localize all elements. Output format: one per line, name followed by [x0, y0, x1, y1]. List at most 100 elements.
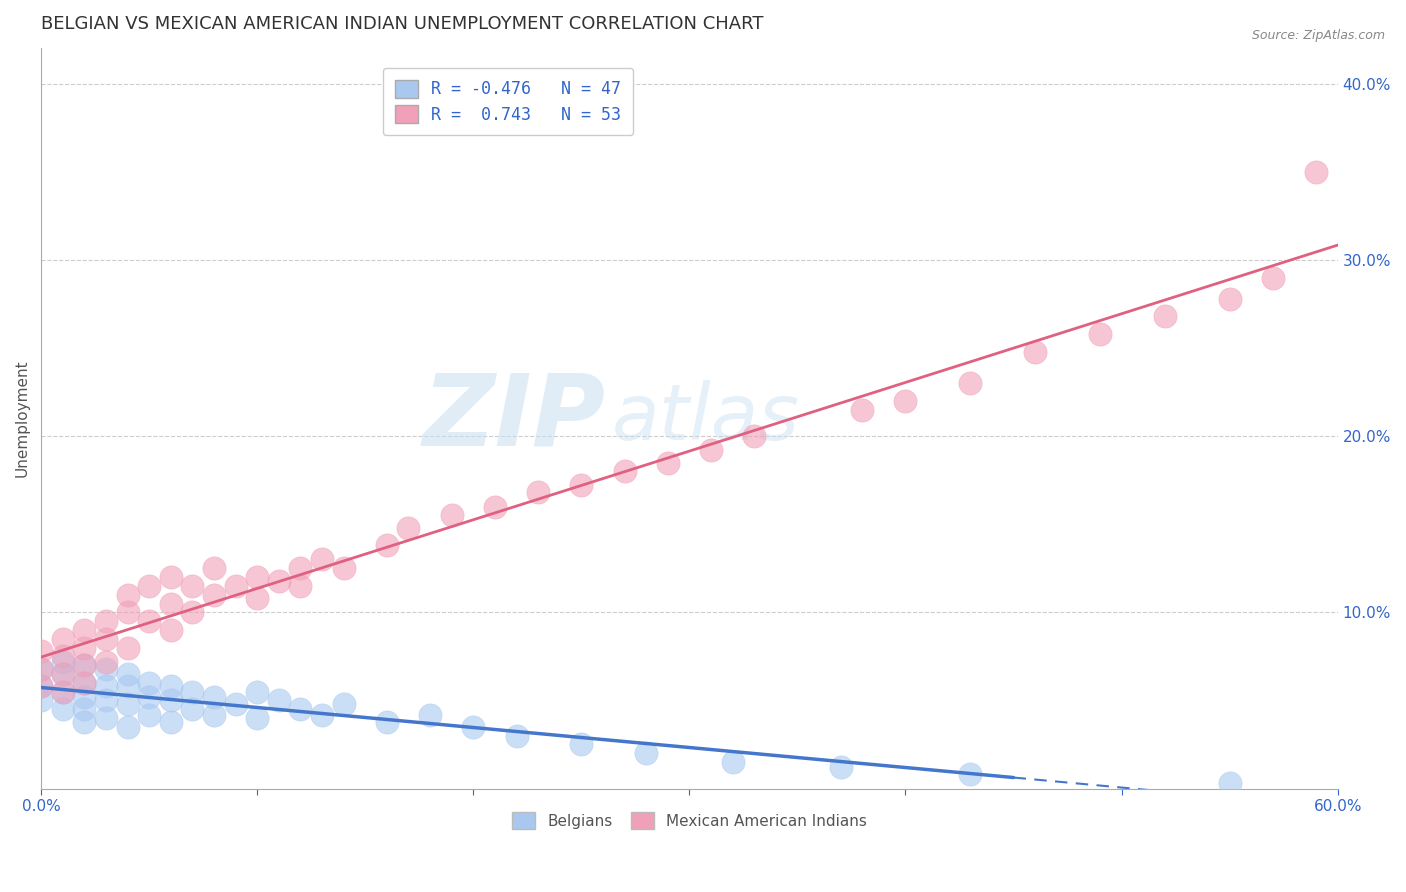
Point: [30, 662, 52, 676]
Point: [1305, 165, 1327, 179]
Point: [959, 767, 981, 781]
Point: [159, 693, 181, 707]
Point: [311, 552, 333, 566]
Point: [52, 667, 75, 681]
Point: [267, 693, 290, 707]
Point: [159, 597, 181, 611]
Point: [311, 707, 333, 722]
Point: [721, 755, 744, 769]
Point: [613, 464, 636, 478]
Point: [52, 684, 75, 698]
Point: [290, 579, 312, 593]
Point: [636, 746, 658, 760]
Point: [94, 711, 117, 725]
Point: [138, 579, 160, 593]
Point: [202, 707, 225, 722]
Point: [959, 376, 981, 391]
Point: [1088, 326, 1111, 341]
Point: [742, 429, 765, 443]
Text: Source: ZipAtlas.com: Source: ZipAtlas.com: [1251, 29, 1385, 42]
Point: [138, 690, 160, 704]
Point: [30, 693, 52, 707]
Point: [159, 679, 181, 693]
Point: [1024, 344, 1046, 359]
Point: [94, 693, 117, 707]
Point: [73, 702, 96, 716]
Point: [117, 588, 139, 602]
Point: [73, 675, 96, 690]
Point: [52, 632, 75, 646]
Text: ZIP: ZIP: [422, 370, 605, 467]
Point: [202, 561, 225, 575]
Point: [569, 738, 592, 752]
Point: [73, 658, 96, 673]
Point: [159, 714, 181, 729]
Point: [246, 591, 269, 606]
Point: [117, 605, 139, 619]
Point: [1261, 270, 1284, 285]
Point: [138, 675, 160, 690]
Point: [73, 658, 96, 673]
Point: [1219, 292, 1241, 306]
Point: [398, 521, 420, 535]
Point: [73, 623, 96, 637]
Point: [30, 679, 52, 693]
Point: [52, 649, 75, 664]
Point: [117, 720, 139, 734]
Point: [30, 644, 52, 658]
Point: [569, 478, 592, 492]
Point: [527, 485, 550, 500]
Point: [52, 655, 75, 669]
Point: [94, 662, 117, 676]
Point: [94, 655, 117, 669]
Point: [30, 662, 52, 676]
Point: [181, 684, 204, 698]
Point: [375, 714, 398, 729]
Legend: Belgians, Mexican American Indians: Belgians, Mexican American Indians: [505, 805, 875, 837]
Point: [181, 702, 204, 716]
Point: [830, 760, 852, 774]
Point: [52, 684, 75, 698]
Point: [30, 679, 52, 693]
Text: atlas: atlas: [612, 381, 800, 457]
Point: [225, 579, 247, 593]
Point: [332, 561, 354, 575]
Point: [159, 623, 181, 637]
Point: [419, 707, 441, 722]
Y-axis label: Unemployment: Unemployment: [15, 359, 30, 477]
Point: [117, 679, 139, 693]
Point: [159, 570, 181, 584]
Point: [117, 697, 139, 711]
Point: [484, 500, 506, 514]
Point: [440, 508, 463, 523]
Point: [657, 456, 679, 470]
Point: [73, 675, 96, 690]
Point: [225, 697, 247, 711]
Point: [1153, 310, 1175, 324]
Point: [73, 690, 96, 704]
Point: [246, 711, 269, 725]
Point: [375, 538, 398, 552]
Point: [505, 729, 527, 743]
Text: BELGIAN VS MEXICAN AMERICAN INDIAN UNEMPLOYMENT CORRELATION CHART: BELGIAN VS MEXICAN AMERICAN INDIAN UNEMP…: [41, 15, 763, 33]
Point: [73, 640, 96, 655]
Point: [52, 702, 75, 716]
Point: [267, 574, 290, 588]
Point: [463, 720, 485, 734]
Point: [246, 684, 269, 698]
Point: [1219, 776, 1241, 790]
Point: [73, 714, 96, 729]
Point: [181, 579, 204, 593]
Point: [246, 570, 269, 584]
Point: [138, 707, 160, 722]
Point: [290, 561, 312, 575]
Point: [894, 393, 917, 408]
Point: [181, 605, 204, 619]
Point: [138, 614, 160, 628]
Point: [94, 614, 117, 628]
Point: [94, 679, 117, 693]
Point: [52, 667, 75, 681]
Point: [117, 640, 139, 655]
Point: [851, 402, 873, 417]
Point: [202, 690, 225, 704]
